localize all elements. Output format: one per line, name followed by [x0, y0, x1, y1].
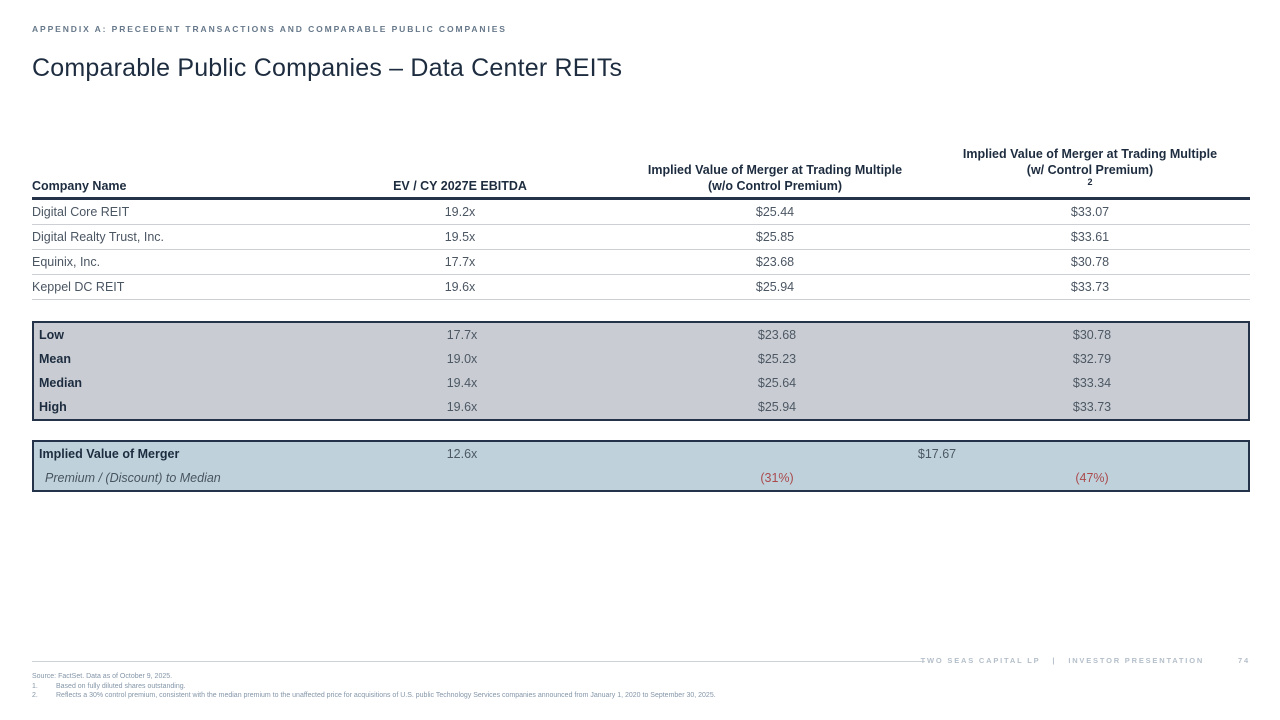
company-name-cell: Digital Realty Trust, Inc.	[32, 230, 164, 244]
value-wo-premium-cell: $25.85	[755, 230, 795, 244]
premium-w-cell: (47%)	[1075, 471, 1109, 485]
value-w-premium-cell: $33.34	[1072, 376, 1112, 390]
value-wo-premium-cell: $23.68	[757, 328, 797, 342]
merger-label: Implied Value of Merger	[39, 447, 180, 461]
col-header-line1: Implied Value of Merger at Trading Multi…	[647, 163, 903, 177]
ebitda-cell: 19.4x	[446, 376, 478, 390]
table-row: Digital Core REIT 19.2x $25.44 $33.07	[32, 200, 1250, 225]
footnote-marker: 2	[1087, 176, 1093, 187]
value-w-premium-cell: $30.78	[1070, 255, 1110, 269]
footer-separator: |	[1052, 656, 1057, 665]
value-w-premium-cell: $33.73	[1070, 280, 1110, 294]
summary-stats-box: Low 17.7x $23.68 $30.78 Mean 19.0x $25.2…	[32, 321, 1250, 421]
stats-row: High 19.6x $25.94 $33.73	[34, 395, 1248, 419]
value-w-premium-cell: $32.79	[1072, 352, 1112, 366]
implied-merger-value-box: Implied Value of Merger 12.6x $17.67 Pre…	[32, 440, 1250, 492]
ebitda-cell: 12.6x	[446, 447, 478, 461]
col-header-line2: (w/ Control Premium) 2	[1026, 163, 1154, 187]
col-header-company-name: Company Name	[32, 179, 127, 193]
value-w-premium-cell: $33.07	[1070, 205, 1110, 219]
ebitda-cell: 17.7x	[446, 328, 478, 342]
footnote: 2. Reflects a 30% control premium, consi…	[32, 691, 932, 701]
page-title: Comparable Public Companies – Data Cente…	[32, 54, 623, 82]
stat-label: High	[39, 400, 67, 414]
footer-brand: TWO SEAS CAPITAL LP	[920, 656, 1041, 665]
ebitda-cell: 19.6x	[446, 400, 478, 414]
company-name-cell: Keppel DC REIT	[32, 280, 125, 294]
appendix-eyebrow: APPENDIX A: PRECEDENT TRANSACTIONS AND C…	[32, 24, 507, 34]
company-name-cell: Digital Core REIT	[32, 205, 130, 219]
premium-wo-cell: (31%)	[760, 471, 794, 485]
value-wo-premium-cell: $25.23	[757, 352, 797, 366]
footnote-number: 1.	[32, 682, 38, 690]
source-note: Source: FactSet. Data as of October 9, 2…	[32, 673, 173, 680]
stats-row: Median 19.4x $25.64 $33.34	[34, 371, 1248, 395]
value-wo-premium-cell: $25.64	[757, 376, 797, 390]
ebitda-cell: 19.2x	[444, 205, 476, 219]
premium-discount-row: Premium / (Discount) to Median (31%) (47…	[34, 466, 1248, 490]
merger-value-cell: $17.67	[917, 447, 957, 461]
table-row: Keppel DC REIT 19.6x $25.94 $33.73	[32, 275, 1250, 300]
table-row: Equinix, Inc. 17.7x $23.68 $30.78	[32, 250, 1250, 275]
col-header-value-w-premium: Implied Value of Merger at Trading Multi…	[930, 146, 1250, 194]
col-header-ebitda-multiple: EV / CY 2027E EBITDA	[393, 179, 527, 193]
value-wo-premium-cell: $23.68	[755, 255, 795, 269]
comps-table: Company Name EV / CY 2027E EBITDA Implie…	[32, 146, 1250, 492]
footer-doc-type: INVESTOR PRESENTATION	[1068, 656, 1205, 665]
footer: TWO SEAS CAPITAL LP | INVESTOR PRESENTAT…	[921, 656, 1250, 665]
value-w-premium-cell: $30.78	[1072, 328, 1112, 342]
footnote-number: 2.	[32, 692, 38, 699]
footnote: 1. Based on fully diluted shares outstan…	[32, 682, 932, 692]
stats-row: Low 17.7x $23.68 $30.78	[34, 323, 1248, 347]
footnote-text: Based on fully diluted shares outstandin…	[56, 682, 186, 690]
footer-divider	[32, 661, 925, 662]
stats-row: Mean 19.0x $25.23 $32.79	[34, 347, 1248, 371]
value-w-premium-cell: $33.73	[1072, 400, 1112, 414]
ebitda-cell: 19.5x	[444, 230, 476, 244]
value-wo-premium-cell: $25.94	[755, 280, 795, 294]
col-header-line2: (w/o Control Premium)	[707, 179, 843, 193]
stat-label: Median	[39, 376, 83, 390]
value-w-premium-cell: $33.61	[1070, 230, 1110, 244]
premium-discount-label: Premium / (Discount) to Median	[45, 471, 221, 485]
company-name-cell: Equinix, Inc.	[32, 255, 101, 269]
table-header-row: Company Name EV / CY 2027E EBITDA Implie…	[32, 146, 1250, 200]
ebitda-cell: 19.6x	[444, 280, 476, 294]
table-row: Digital Realty Trust, Inc. 19.5x $25.85 …	[32, 225, 1250, 250]
ebitda-cell: 17.7x	[444, 255, 476, 269]
ebitda-cell: 19.0x	[446, 352, 478, 366]
merger-row: Implied Value of Merger 12.6x $17.67	[34, 442, 1248, 466]
value-wo-premium-cell: $25.44	[755, 205, 795, 219]
value-wo-premium-cell: $25.94	[757, 400, 797, 414]
page-number: 74	[1238, 656, 1250, 665]
stat-label: Mean	[39, 352, 71, 366]
footnote-text: Reflects a 30% control premium, consiste…	[56, 692, 716, 699]
footnotes: Source: FactSet. Data as of October 9, 2…	[32, 672, 932, 701]
col-header-line1: Implied Value of Merger at Trading Multi…	[962, 147, 1218, 161]
col-header-value-wo-premium: Implied Value of Merger at Trading Multi…	[620, 162, 930, 194]
stat-label: Low	[39, 328, 64, 342]
